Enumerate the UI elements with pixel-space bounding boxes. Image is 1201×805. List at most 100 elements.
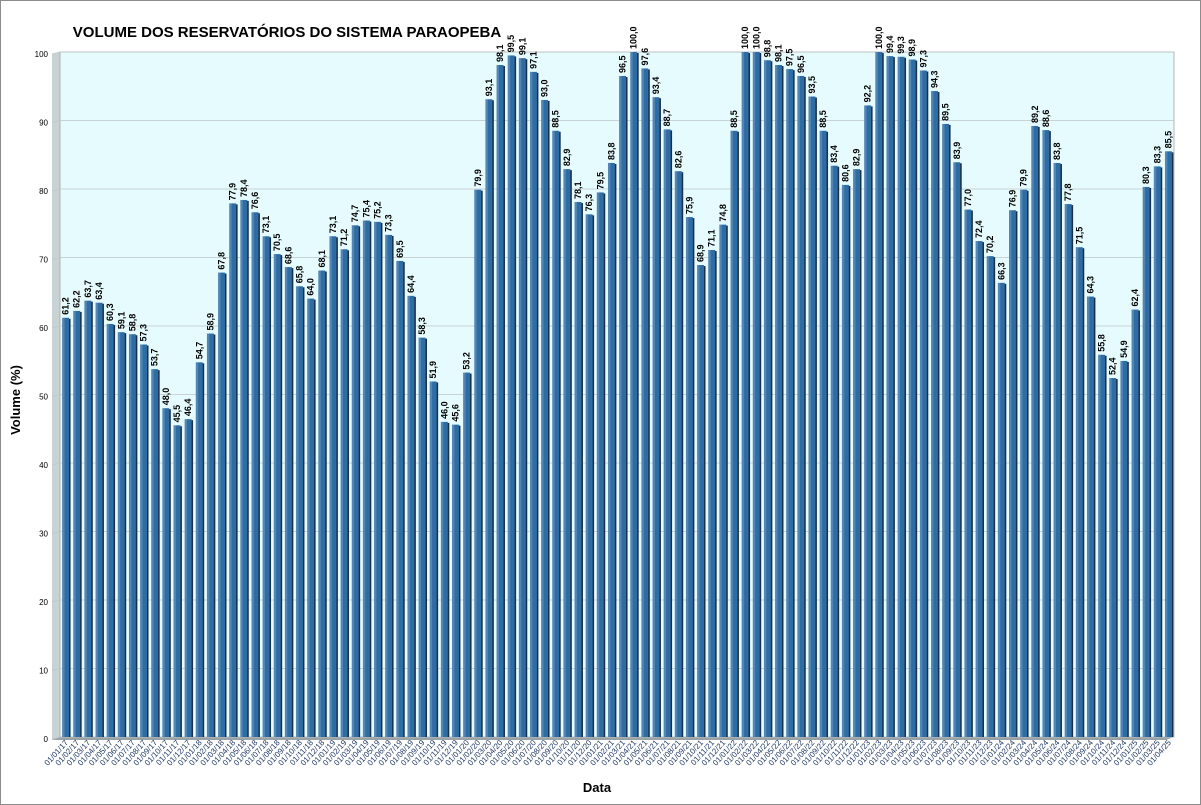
- bar-highlight: [362, 220, 366, 737]
- bar-highlight: [741, 52, 745, 737]
- bar-highlight: [786, 69, 789, 737]
- bar-highlight: [853, 169, 856, 737]
- bar-highlight: [184, 419, 188, 737]
- y-tick-label: 40: [39, 461, 48, 470]
- bar-highlight: [619, 75, 622, 738]
- bar: [128, 334, 136, 737]
- data-label: 48,0: [161, 388, 171, 406]
- data-label: 67,8: [217, 252, 227, 270]
- bar-highlight: [897, 56, 901, 738]
- bar-highlight: [775, 65, 778, 737]
- bar-highlight: [474, 189, 477, 737]
- data-label: 46,0: [439, 401, 449, 419]
- y-tick-label: 100: [35, 50, 49, 59]
- data-label: 71,2: [339, 229, 349, 247]
- data-label: 85,5: [1163, 131, 1173, 149]
- bar-highlight: [251, 212, 254, 738]
- data-label: 52,4: [1108, 358, 1118, 376]
- data-label: 98,9: [907, 39, 917, 57]
- bar: [262, 236, 270, 737]
- bar-highlight: [652, 97, 655, 737]
- bar-highlight: [752, 52, 756, 737]
- data-label: 83,3: [1152, 146, 1162, 164]
- bar: [273, 254, 281, 737]
- data-label: 99,3: [896, 36, 906, 54]
- data-label: 83,8: [1052, 142, 1062, 160]
- data-label: 83,8: [606, 142, 616, 160]
- data-label: 100,0: [751, 26, 761, 49]
- bar-highlight: [931, 91, 934, 738]
- bar-highlight: [396, 260, 399, 737]
- bar-highlight: [452, 424, 455, 737]
- bar: [1109, 378, 1117, 737]
- data-label: 93,1: [484, 79, 494, 97]
- bar: [307, 298, 315, 737]
- data-label: 97,3: [918, 50, 928, 68]
- bar-highlight: [1009, 210, 1012, 738]
- data-label: 66,3: [996, 262, 1006, 280]
- bar: [619, 75, 627, 738]
- bar: [563, 169, 571, 737]
- bar-highlight: [418, 337, 422, 737]
- data-label: 75,9: [684, 197, 694, 215]
- y-tick-label: 90: [39, 119, 48, 128]
- bar: [184, 419, 192, 737]
- bar: [1020, 189, 1028, 737]
- bar-highlight: [596, 192, 600, 738]
- data-label: 53,7: [150, 349, 160, 367]
- bar: [106, 323, 114, 737]
- bar: [1142, 186, 1150, 737]
- bar: [1086, 296, 1094, 737]
- bar-highlight: [385, 234, 388, 737]
- gridline-side: [51, 599, 61, 603]
- bar: [942, 123, 950, 738]
- bar: [752, 52, 760, 737]
- data-label: 78,1: [573, 181, 583, 199]
- bar: [362, 220, 370, 737]
- bar-highlight: [529, 71, 533, 738]
- bar-highlight: [964, 209, 967, 738]
- data-label: 72,4: [974, 221, 984, 239]
- bar-highlight: [229, 203, 232, 737]
- data-label: 99,4: [885, 36, 895, 54]
- data-label: 65,8: [295, 266, 305, 284]
- data-label: 88,5: [729, 110, 739, 128]
- bar: [73, 310, 81, 737]
- data-label: 89,2: [1030, 105, 1040, 123]
- data-label: 68,9: [696, 245, 706, 263]
- data-label: 89,5: [941, 103, 951, 121]
- bar: [1098, 354, 1106, 737]
- bar-highlight: [206, 333, 210, 737]
- data-label: 79,5: [595, 172, 605, 190]
- bar-highlight: [730, 130, 733, 737]
- bar: [195, 362, 203, 737]
- bar: [775, 65, 782, 737]
- bar-highlight: [1042, 130, 1045, 738]
- data-label: 76,9: [1007, 190, 1017, 208]
- data-label: 97,1: [528, 51, 538, 69]
- bar-highlight: [663, 129, 667, 737]
- bar-highlight: [630, 52, 633, 737]
- data-label: 53,2: [462, 352, 472, 370]
- bar: [875, 52, 883, 737]
- bar: [429, 381, 437, 737]
- data-label: 68,1: [317, 250, 327, 268]
- data-label: 99,5: [506, 35, 516, 53]
- bar: [162, 408, 170, 737]
- bar-highlight: [1020, 189, 1023, 737]
- data-label: 79,9: [473, 169, 483, 187]
- data-label: 77,9: [228, 183, 238, 201]
- data-label: 57,3: [139, 324, 149, 342]
- bar: [919, 70, 927, 738]
- data-label: 45,6: [450, 404, 460, 422]
- bar: [841, 184, 849, 737]
- bar-highlight: [95, 302, 98, 737]
- bar: [140, 344, 148, 737]
- data-label: 78,4: [239, 179, 249, 197]
- bar: [418, 337, 426, 737]
- bar-highlight: [463, 372, 466, 737]
- bar: [819, 130, 827, 737]
- gridline-side: [51, 668, 61, 671]
- bar: [529, 71, 537, 738]
